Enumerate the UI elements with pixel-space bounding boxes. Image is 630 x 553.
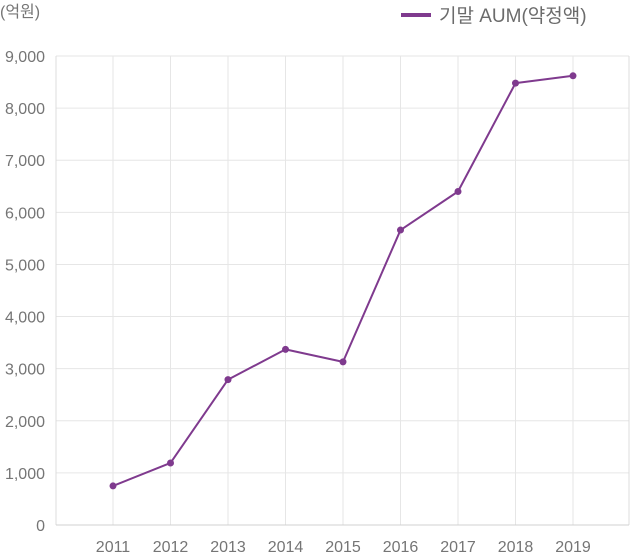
y-tick-label: 9,000 xyxy=(5,49,45,66)
y-axis-tick-labels: 0 1,000 2,000 3,000 4,000 5,000 6,000 7,000 8,00… xyxy=(5,49,45,535)
axis-lines xyxy=(55,56,630,526)
legend-entry-label: 기말 AUM(약정액) xyxy=(439,5,587,27)
x-tick-label: 2013 xyxy=(210,539,246,553)
y-tick-label: 1,000 xyxy=(5,466,45,483)
y-tick-label: 3,000 xyxy=(5,362,45,379)
y-tick-label: 0 xyxy=(36,518,45,535)
data-point xyxy=(109,482,117,490)
x-tick-label: 2014 xyxy=(268,539,304,553)
grid-lines xyxy=(56,55,629,525)
x-tick-label: 2016 xyxy=(383,539,419,553)
x-tick-label: 2012 xyxy=(153,539,189,553)
y-tick-label: 4,000 xyxy=(5,310,45,327)
data-point xyxy=(282,345,289,353)
x-tick-label: 2019 xyxy=(555,539,591,553)
series-layer xyxy=(109,72,577,490)
y-axis-unit-label: (억원) xyxy=(0,3,40,21)
data-point xyxy=(224,376,232,384)
y-tick-label: 5,000 xyxy=(5,257,45,274)
y-tick-label: 7,000 xyxy=(5,153,45,170)
y-tick-label: 2,000 xyxy=(5,414,45,431)
data-point xyxy=(397,226,404,234)
legend: 기말 AUM(약정액) xyxy=(401,5,587,27)
y-tick-label: 6,000 xyxy=(5,205,45,222)
data-point xyxy=(569,72,577,80)
data-point xyxy=(454,187,462,195)
data-point xyxy=(339,358,347,366)
x-axis-tick-labels: 2011 2012 2013 2014 2015 2016 2017 2018 2019 xyxy=(96,539,591,553)
x-tick-label: 2018 xyxy=(498,539,534,553)
x-tick-label: 2017 xyxy=(440,539,476,553)
data-point xyxy=(512,79,519,87)
x-tick-label: 2015 xyxy=(325,539,361,553)
x-tick-label: 2011 xyxy=(96,539,131,553)
data-point xyxy=(167,459,174,467)
y-tick-label: 8,000 xyxy=(5,101,45,118)
